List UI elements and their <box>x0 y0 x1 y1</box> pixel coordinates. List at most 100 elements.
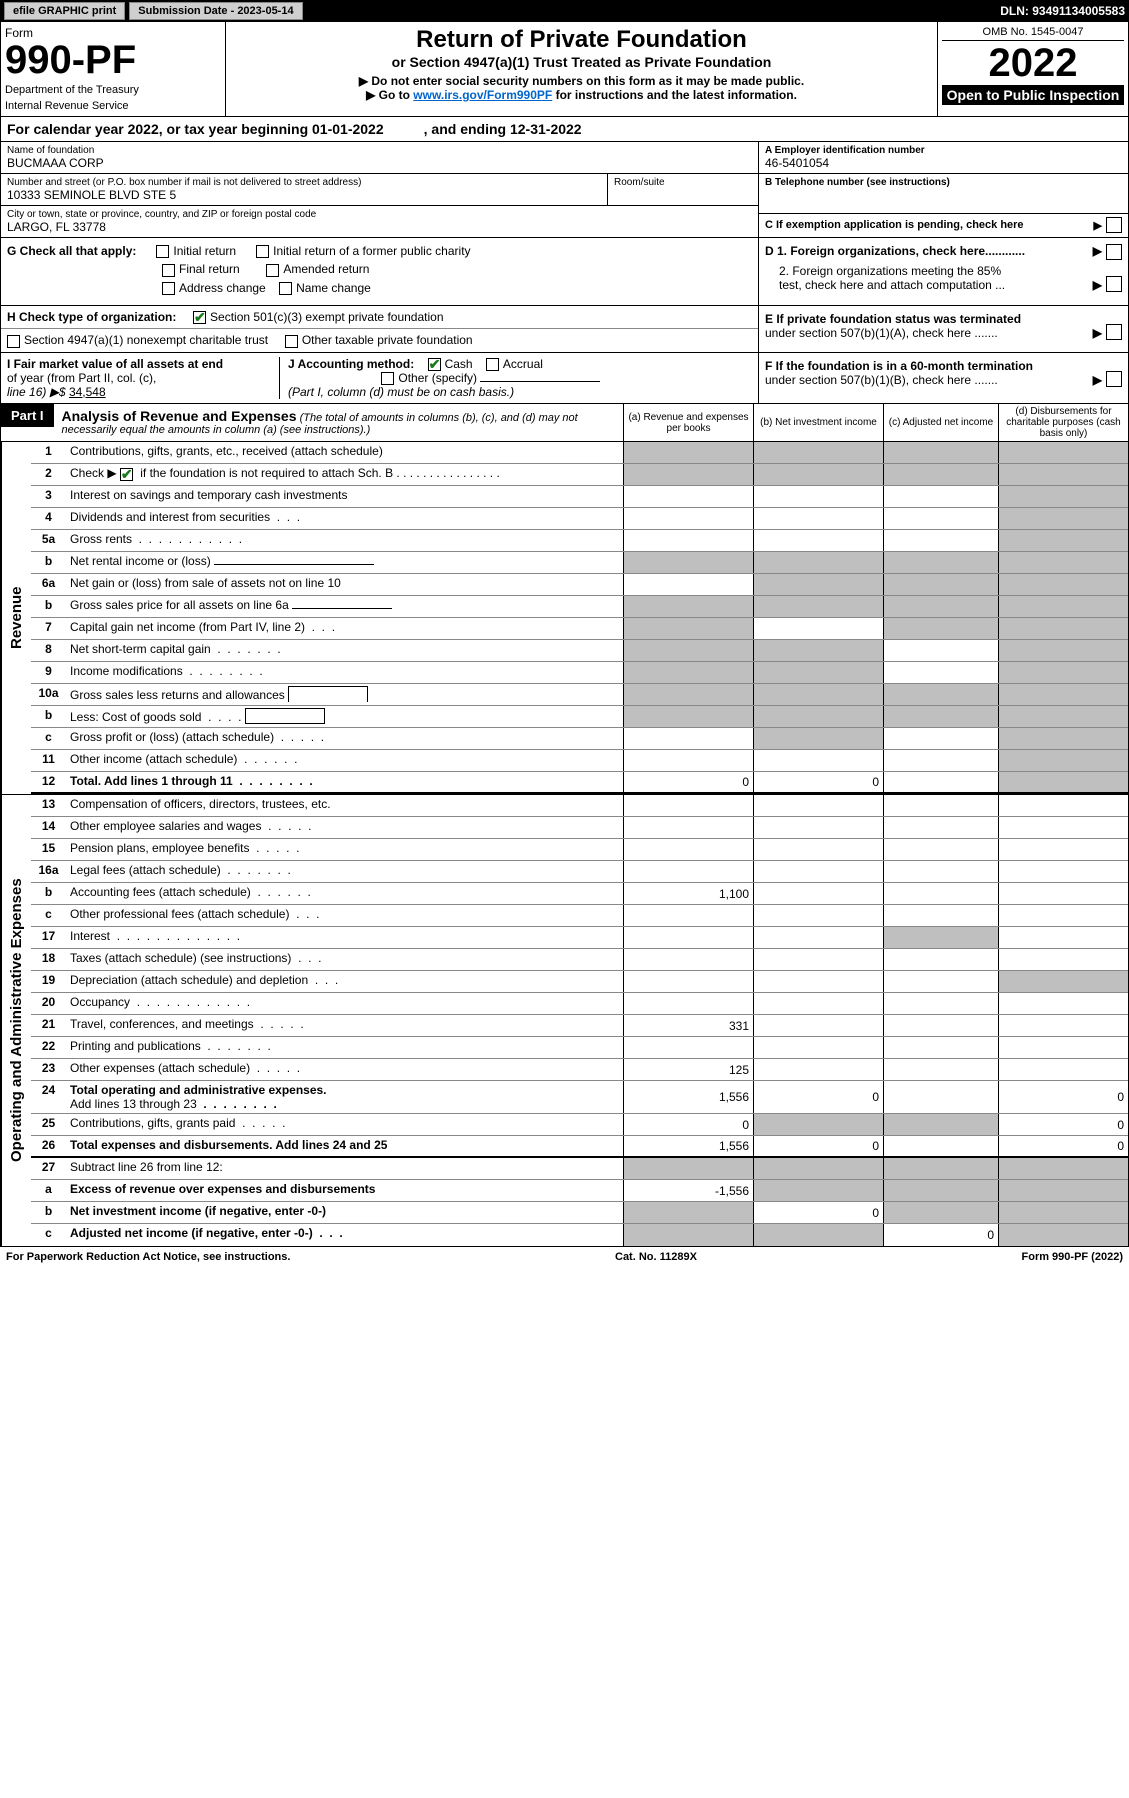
footer-mid: Cat. No. 11289X <box>615 1251 697 1263</box>
i-lab3: line 16) ▶$ <box>7 385 66 399</box>
h-lab: H Check type of organization: <box>7 310 176 324</box>
d1-cb[interactable] <box>1106 244 1122 260</box>
r24b-val: 0 <box>753 1081 883 1113</box>
r25d-val: 0 <box>998 1114 1128 1135</box>
r27b: Net investment income (if negative, ente… <box>66 1202 623 1223</box>
cb-initial-former[interactable] <box>256 245 269 258</box>
r14: Other employee salaries and wages . . . … <box>66 817 623 838</box>
revenue-label: Revenue <box>1 442 31 794</box>
r2: Check ▶ if the foundation is not require… <box>66 464 623 485</box>
form-sub3: ▶ Go to www.irs.gov/Form990PF for instru… <box>232 88 931 102</box>
d1-lab: D 1. Foreign organizations, check here..… <box>765 244 1025 258</box>
r10b: Less: Cost of goods sold . . . . <box>66 706 623 727</box>
cb-other-tax[interactable] <box>285 335 298 348</box>
cb-schb[interactable] <box>120 468 133 481</box>
cb-amended[interactable] <box>266 264 279 277</box>
d2-cb[interactable] <box>1106 276 1122 292</box>
i-lab1: I Fair market value of all assets at end <box>7 357 223 371</box>
r25: Contributions, gifts, grants paid . . . … <box>66 1114 623 1135</box>
cb-501c3[interactable] <box>193 311 206 324</box>
r23: Other expenses (attach schedule) . . . .… <box>66 1059 623 1080</box>
city-lab: City or town, state or province, country… <box>7 209 752 220</box>
r3: Interest on savings and temporary cash i… <box>66 486 623 507</box>
addr-val: 10333 SEMINOLE BLVD STE 5 <box>7 188 601 202</box>
e1-lab: E If private foundation status was termi… <box>765 312 1021 326</box>
calendar-year-row: For calendar year 2022, or tax year begi… <box>0 117 1129 142</box>
cb-cash[interactable] <box>428 358 441 371</box>
r26d-val: 0 <box>998 1136 1128 1156</box>
f-cb[interactable] <box>1106 371 1122 387</box>
r25a-val: 0 <box>623 1114 753 1135</box>
col-a-hdr: (a) Revenue and expenses per books <box>623 404 753 441</box>
r26b-val: 0 <box>753 1136 883 1156</box>
form-header: Form 990-PF Department of the Treasury I… <box>0 22 1129 117</box>
omb-no: OMB No. 1545-0047 <box>942 26 1124 41</box>
r12b-val: 0 <box>753 772 883 792</box>
irs-link[interactable]: www.irs.gov/Form990PF <box>413 88 552 102</box>
efile-btn[interactable]: efile GRAPHIC print <box>4 2 125 20</box>
r8: Net short-term capital gain . . . . . . … <box>66 640 623 661</box>
d2a-lab: 2. Foreign organizations meeting the 85% <box>779 264 1001 278</box>
dept2: Internal Revenue Service <box>5 100 221 112</box>
col-b-hdr: (b) Net investment income <box>753 404 883 441</box>
room-lab: Room/suite <box>614 177 752 188</box>
f1-lab: F If the foundation is in a 60-month ter… <box>765 359 1033 373</box>
expenses-label: Operating and Administrative Expenses <box>1 795 31 1246</box>
form-title: Return of Private Foundation <box>232 26 931 54</box>
g-lab: G Check all that apply: <box>7 244 136 258</box>
r12a-val: 0 <box>623 772 753 792</box>
dept1: Department of the Treasury <box>5 84 221 96</box>
cal-end: , and ending 12-31-2022 <box>424 121 582 137</box>
form-sub2: ▶ Do not enter social security numbers o… <box>232 74 931 88</box>
cb-name[interactable] <box>279 282 292 295</box>
cb-other-acct[interactable] <box>381 372 394 385</box>
r16c: Other professional fees (attach schedule… <box>66 905 623 926</box>
f2-lab: under section 507(b)(1)(B), check here .… <box>765 373 998 387</box>
ein-val: 46-5401054 <box>765 156 1122 170</box>
top-bar: efile GRAPHIC print Submission Date - 20… <box>0 0 1129 22</box>
r16b: Accounting fees (attach schedule) . . . … <box>66 883 623 904</box>
r13: Compensation of officers, directors, tru… <box>66 795 623 816</box>
j-note: (Part I, column (d) must be on cash basi… <box>288 385 514 399</box>
e-cb[interactable] <box>1106 324 1122 340</box>
cb-address[interactable] <box>162 282 175 295</box>
tax-year: 2022 <box>942 41 1124 85</box>
submission-btn[interactable]: Submission Date - 2023-05-14 <box>129 2 302 20</box>
r19: Depreciation (attach schedule) and deple… <box>66 971 623 992</box>
i-lab2: of year (from Part II, col. (c), <box>7 371 156 385</box>
r5b: Net rental income or (loss) <box>66 552 623 573</box>
col-d-hdr: (d) Disbursements for charitable purpose… <box>998 404 1128 441</box>
r21: Travel, conferences, and meetings . . . … <box>66 1015 623 1036</box>
r6b: Gross sales price for all assets on line… <box>66 596 623 617</box>
e2-lab: under section 507(b)(1)(A), check here .… <box>765 326 998 340</box>
g-d-block: G Check all that apply: Initial return I… <box>0 238 1129 306</box>
c-checkbox[interactable] <box>1106 217 1122 233</box>
r16b-val: 1,100 <box>623 883 753 904</box>
cb-initial[interactable] <box>156 245 169 258</box>
r12: Total. Add lines 1 through 11 . . . . . … <box>66 772 623 792</box>
col-c-hdr: (c) Adjusted net income <box>883 404 998 441</box>
r9: Income modifications . . . . . . . . <box>66 662 623 683</box>
form-sub1: or Section 4947(a)(1) Trust Treated as P… <box>232 54 931 70</box>
form-number: 990-PF <box>5 40 221 80</box>
city-val: LARGO, FL 33778 <box>7 220 752 234</box>
part1-header: Part I Analysis of Revenue and Expenses … <box>0 404 1129 442</box>
r27c-val: 0 <box>883 1224 998 1246</box>
r4: Dividends and interest from securities .… <box>66 508 623 529</box>
cb-accrual[interactable] <box>486 358 499 371</box>
cb-4947[interactable] <box>7 335 20 348</box>
r23-val: 125 <box>623 1059 753 1080</box>
r5a: Gross rents . . . . . . . . . . . <box>66 530 623 551</box>
r22: Printing and publications . . . . . . . <box>66 1037 623 1058</box>
r26: Total expenses and disbursements. Add li… <box>66 1136 623 1156</box>
phone-lab: B Telephone number (see instructions) <box>765 177 1122 188</box>
r15: Pension plans, employee benefits . . . .… <box>66 839 623 860</box>
page-footer: For Paperwork Reduction Act Notice, see … <box>0 1247 1129 1267</box>
ijf-block: I Fair market value of all assets at end… <box>0 353 1129 405</box>
info-block: Name of foundation BUCMAAA CORP Number a… <box>0 142 1129 238</box>
r16a: Legal fees (attach schedule) . . . . . .… <box>66 861 623 882</box>
r27: Subtract line 26 from line 12: <box>66 1158 623 1179</box>
cb-final[interactable] <box>162 264 175 277</box>
r24: Total operating and administrative expen… <box>66 1081 623 1113</box>
addr-lab: Number and street (or P.O. box number if… <box>7 177 601 188</box>
